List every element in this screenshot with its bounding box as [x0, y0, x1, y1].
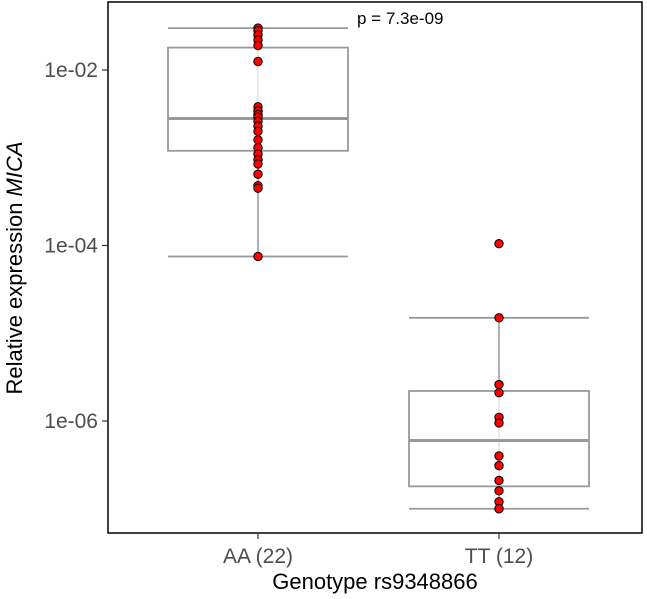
data-point	[253, 56, 263, 67]
panel-border	[107, 1, 643, 534]
data-point	[253, 169, 263, 179]
data-point	[253, 159, 263, 169]
p-value-annotation: p = 7.3e-09	[357, 9, 444, 28]
y-axis: 1e-06 1e-04 1e-02	[44, 59, 108, 433]
y-axis-title-gene: MICA	[2, 141, 27, 196]
data-point	[494, 486, 504, 496]
x-tick-label: TT (12)	[465, 545, 533, 568]
x-axis: AA (22) TT (12)	[223, 533, 533, 568]
points	[253, 23, 504, 514]
data-point	[494, 238, 504, 249]
y-tick-label: 1e-04	[44, 235, 98, 258]
data-point	[253, 126, 263, 137]
y-tick-label: 1e-02	[44, 59, 98, 82]
data-point	[494, 379, 504, 390]
y-tick-label: 1e-06	[44, 410, 98, 433]
data-point	[253, 183, 263, 193]
data-point	[494, 313, 504, 323]
data-point	[494, 475, 504, 486]
data-point	[494, 504, 504, 514]
y-axis-title: Relative expression MICA	[2, 141, 27, 394]
data-point	[253, 251, 263, 262]
x-axis-title: Genotype rs9348866	[272, 569, 478, 594]
y-axis-title-prefix: Relative expression	[2, 196, 27, 394]
data-point	[253, 135, 263, 145]
data-point	[494, 388, 504, 398]
data-point	[253, 40, 263, 51]
x-tick-label: AA (22)	[223, 545, 293, 568]
data-point	[494, 451, 504, 461]
data-point	[494, 460, 504, 471]
data-point	[494, 418, 504, 428]
